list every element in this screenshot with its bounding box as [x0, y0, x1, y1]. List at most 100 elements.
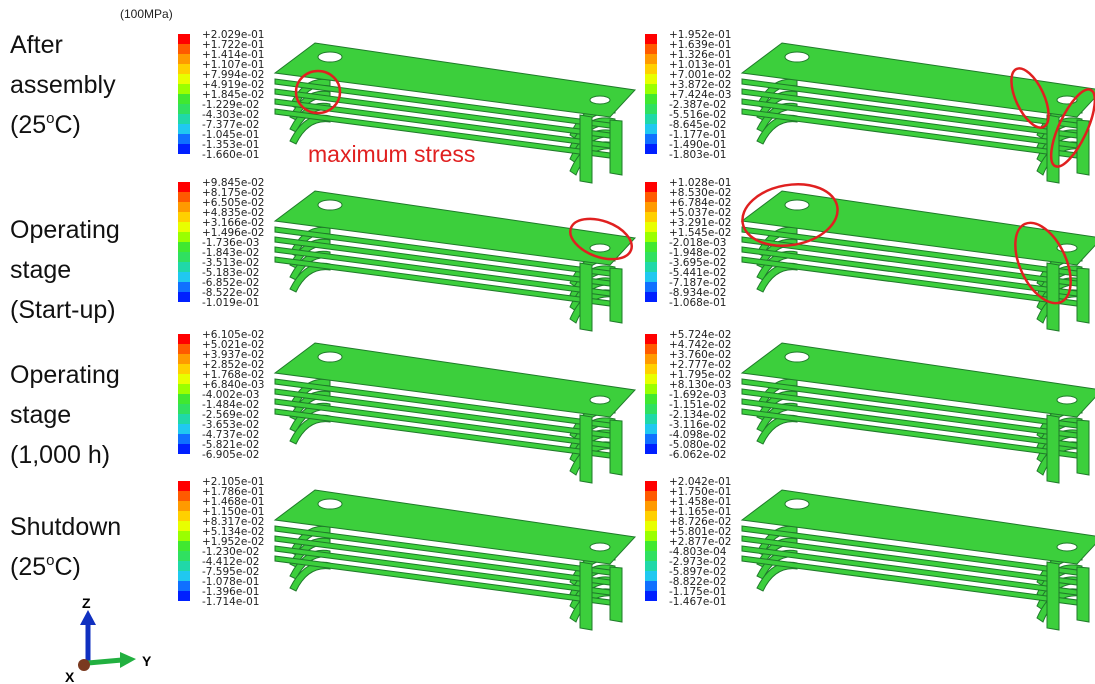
legend-swatch — [645, 591, 657, 601]
legend-swatch — [178, 424, 190, 434]
legend-swatch — [645, 561, 657, 571]
legend-swatch — [645, 222, 657, 232]
legend-swatch — [645, 124, 657, 134]
legend-swatch — [178, 374, 190, 384]
label-text: (25 — [10, 111, 46, 139]
legend-swatch — [645, 242, 657, 252]
legend-swatch — [645, 192, 657, 202]
legend-swatch — [645, 44, 657, 54]
legend-swatch — [178, 591, 190, 601]
legend-label: -1.019e-01 — [202, 297, 259, 309]
leg-post — [1077, 268, 1089, 323]
leg-post — [1077, 567, 1089, 622]
legend-label: -1.068e-01 — [669, 297, 726, 309]
legend-swatch — [645, 354, 657, 364]
fea-model — [275, 343, 635, 483]
legend-swatch — [645, 334, 657, 344]
legend-swatch — [178, 531, 190, 541]
legend-swatch — [645, 74, 657, 84]
legend-swatch — [645, 282, 657, 292]
row-label: stage — [10, 256, 71, 284]
legend-swatch — [178, 192, 190, 202]
unit-note: (100MPa) — [120, 7, 173, 21]
legend-swatch — [645, 212, 657, 222]
legend-swatch — [645, 571, 657, 581]
legend-swatch — [645, 424, 657, 434]
y-label: Y — [142, 653, 152, 669]
legend-swatch — [178, 364, 190, 374]
legend-swatch — [178, 501, 190, 511]
legend-swatch — [178, 444, 190, 454]
fea-model — [742, 43, 1095, 183]
row-label: After — [10, 31, 63, 59]
legend-swatch — [645, 414, 657, 424]
legend-swatch — [178, 344, 190, 354]
legend-swatch — [645, 114, 657, 124]
z-label: Z — [82, 595, 91, 611]
z-arrow-head — [80, 610, 96, 625]
leg-post — [580, 562, 592, 630]
row-label: Operating — [10, 361, 120, 389]
fea-model — [742, 343, 1095, 483]
legend-swatch — [178, 222, 190, 232]
legend-swatch — [178, 292, 190, 302]
plate-hole — [785, 499, 809, 509]
row-label: Operating — [10, 216, 120, 244]
legend-swatch — [178, 74, 190, 84]
legend-swatch — [645, 84, 657, 94]
legend-swatch — [645, 444, 657, 454]
leg-post — [1047, 562, 1059, 630]
row-label: (1,000 h) — [10, 441, 110, 469]
legend-swatch — [178, 481, 190, 491]
legend-swatch — [178, 511, 190, 521]
legend-swatch — [178, 252, 190, 262]
plate-hole — [785, 52, 809, 62]
legend-label: -1.803e-01 — [669, 149, 726, 161]
legend-swatch — [178, 272, 190, 282]
label-text: (25 — [10, 553, 46, 581]
legend-swatch — [645, 202, 657, 212]
leg-post — [610, 567, 622, 622]
legend-swatch — [178, 262, 190, 272]
legend-swatch — [645, 521, 657, 531]
plate-hole — [785, 200, 809, 210]
legend-swatch — [645, 54, 657, 64]
plate-hole — [590, 543, 610, 551]
legend-swatch — [178, 394, 190, 404]
y-arrow-head — [120, 652, 136, 668]
legend-swatch — [178, 551, 190, 561]
legend-swatch — [178, 134, 190, 144]
legend-swatch — [178, 94, 190, 104]
leg-post — [580, 415, 592, 483]
legend-swatch — [178, 521, 190, 531]
figure: (100MPa) maximum stress Z Y X Afterassem… — [0, 0, 1095, 684]
leg-post — [580, 115, 592, 183]
legend-swatch — [178, 84, 190, 94]
legend-swatch — [178, 334, 190, 344]
leg-post — [610, 268, 622, 323]
legend-label: -1.467e-01 — [669, 596, 726, 608]
x-label: X — [65, 669, 75, 684]
x-axis-dot — [78, 659, 90, 671]
legend-swatch — [645, 144, 657, 154]
legend-swatch — [178, 282, 190, 292]
legend-swatch — [178, 144, 190, 154]
plate-hole — [318, 52, 342, 62]
plate-hole — [590, 396, 610, 404]
legend-swatch — [645, 104, 657, 114]
legend-swatch — [178, 384, 190, 394]
legend-label: -1.714e-01 — [202, 596, 259, 608]
fea-model — [742, 191, 1095, 331]
legend-swatch — [178, 182, 190, 192]
row-label: (25oC) — [10, 552, 81, 581]
label-sup: o — [46, 552, 54, 569]
legend-swatch — [178, 491, 190, 501]
label-tail: C) — [54, 553, 80, 581]
legend-label: -6.905e-02 — [202, 449, 259, 461]
legend-swatch — [645, 481, 657, 491]
plate-hole — [590, 244, 610, 252]
legend-swatch — [645, 531, 657, 541]
legend-swatch — [645, 511, 657, 521]
legend-swatch — [645, 232, 657, 242]
leg-post — [1047, 263, 1059, 331]
